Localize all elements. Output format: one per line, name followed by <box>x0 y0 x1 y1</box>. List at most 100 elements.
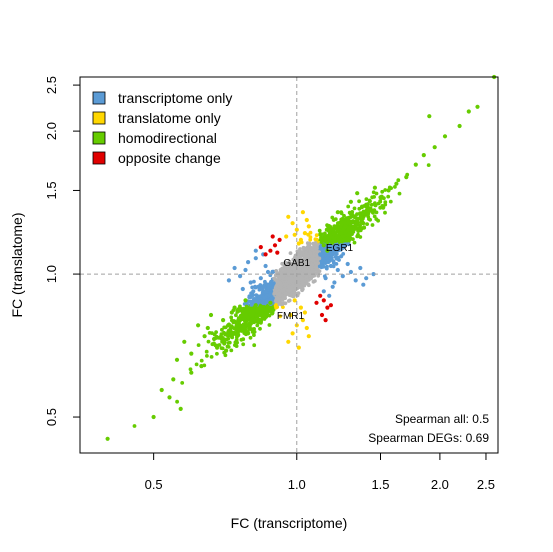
background-point <box>279 288 284 293</box>
data-point <box>345 217 350 223</box>
background-point <box>309 276 313 281</box>
data-point <box>224 348 229 353</box>
background-point <box>212 332 217 337</box>
x-axis-label: FC (transcriptome) <box>231 515 348 531</box>
data-point <box>378 195 383 200</box>
data-point <box>432 145 437 150</box>
background-point <box>350 210 355 214</box>
background-point <box>292 277 296 282</box>
background-point <box>342 225 347 230</box>
background-point <box>286 289 291 293</box>
background-point <box>346 242 351 247</box>
data-point <box>171 377 176 382</box>
background-point <box>207 331 212 335</box>
background-point <box>286 265 290 270</box>
background-point <box>295 269 300 274</box>
background-point <box>252 333 256 337</box>
background-point <box>292 267 296 272</box>
background-point <box>255 300 260 305</box>
background-point <box>308 237 313 242</box>
data-point <box>290 221 295 226</box>
data-point <box>167 395 172 400</box>
background-point <box>339 210 344 215</box>
background-point <box>258 326 262 331</box>
data-point <box>243 298 248 303</box>
legend: transcriptome only translatome only homodi… <box>92 90 232 166</box>
data-point <box>323 276 328 281</box>
data-point <box>258 245 263 250</box>
background-point <box>268 292 273 296</box>
background-point <box>303 263 308 268</box>
background-point <box>286 299 291 303</box>
data-point <box>263 263 268 269</box>
background-point <box>393 185 397 189</box>
data-point <box>355 191 360 196</box>
data-point <box>258 320 263 325</box>
background-point <box>250 285 255 290</box>
y-tick-label: 2.5 <box>44 76 59 94</box>
background-point <box>352 206 357 211</box>
background-point <box>262 305 266 309</box>
background-point <box>334 256 339 261</box>
background-point <box>331 218 336 222</box>
background-point <box>242 302 247 306</box>
background-point <box>252 309 257 313</box>
data-point <box>288 312 293 318</box>
x-tick-label: 1.0 <box>288 477 306 492</box>
plot-frame <box>79 76 499 454</box>
data-point <box>226 278 231 283</box>
background-point <box>222 341 227 346</box>
background-point <box>234 337 239 342</box>
background-point <box>317 228 322 233</box>
background-point <box>315 267 320 272</box>
background-point <box>272 292 276 296</box>
data-point <box>321 243 326 248</box>
background-point <box>331 259 336 263</box>
background-point <box>383 200 388 205</box>
background-point <box>372 195 376 199</box>
background-point <box>368 199 372 204</box>
data-point <box>328 234 333 239</box>
background-point <box>270 285 274 290</box>
background-point <box>320 259 324 264</box>
data-point <box>321 289 326 294</box>
background-point <box>317 264 322 269</box>
data-point <box>229 310 234 315</box>
background-point <box>274 289 279 294</box>
background-point <box>397 191 402 196</box>
background-point <box>226 336 231 341</box>
background-point <box>354 216 359 221</box>
background-point <box>226 345 231 349</box>
background-point <box>319 240 324 245</box>
data-point <box>314 300 319 305</box>
background-point <box>271 296 275 300</box>
background-point <box>259 294 263 298</box>
data-point <box>189 351 194 356</box>
data-point <box>340 274 345 279</box>
legend-swatch <box>92 111 106 125</box>
background-point <box>241 325 246 329</box>
background-point <box>396 178 401 183</box>
background-point <box>249 321 253 326</box>
background-point <box>238 304 242 309</box>
background-point <box>324 266 329 271</box>
background-point <box>304 275 309 279</box>
data-point <box>232 305 237 310</box>
background-point <box>244 322 249 327</box>
background-point <box>378 199 383 203</box>
background-point <box>267 313 272 318</box>
background-point <box>249 303 254 307</box>
background-point <box>263 289 268 294</box>
data-point <box>386 188 391 193</box>
background-point <box>255 323 260 328</box>
background-point <box>275 279 280 283</box>
background-point <box>378 205 383 210</box>
y-tick-label: 2.0 <box>44 122 59 140</box>
background-point <box>329 256 334 260</box>
background-point <box>324 227 329 232</box>
background-point <box>233 343 237 347</box>
background-point <box>248 299 253 304</box>
data-point <box>258 276 263 281</box>
background-point <box>288 261 293 265</box>
background-point <box>319 235 323 240</box>
